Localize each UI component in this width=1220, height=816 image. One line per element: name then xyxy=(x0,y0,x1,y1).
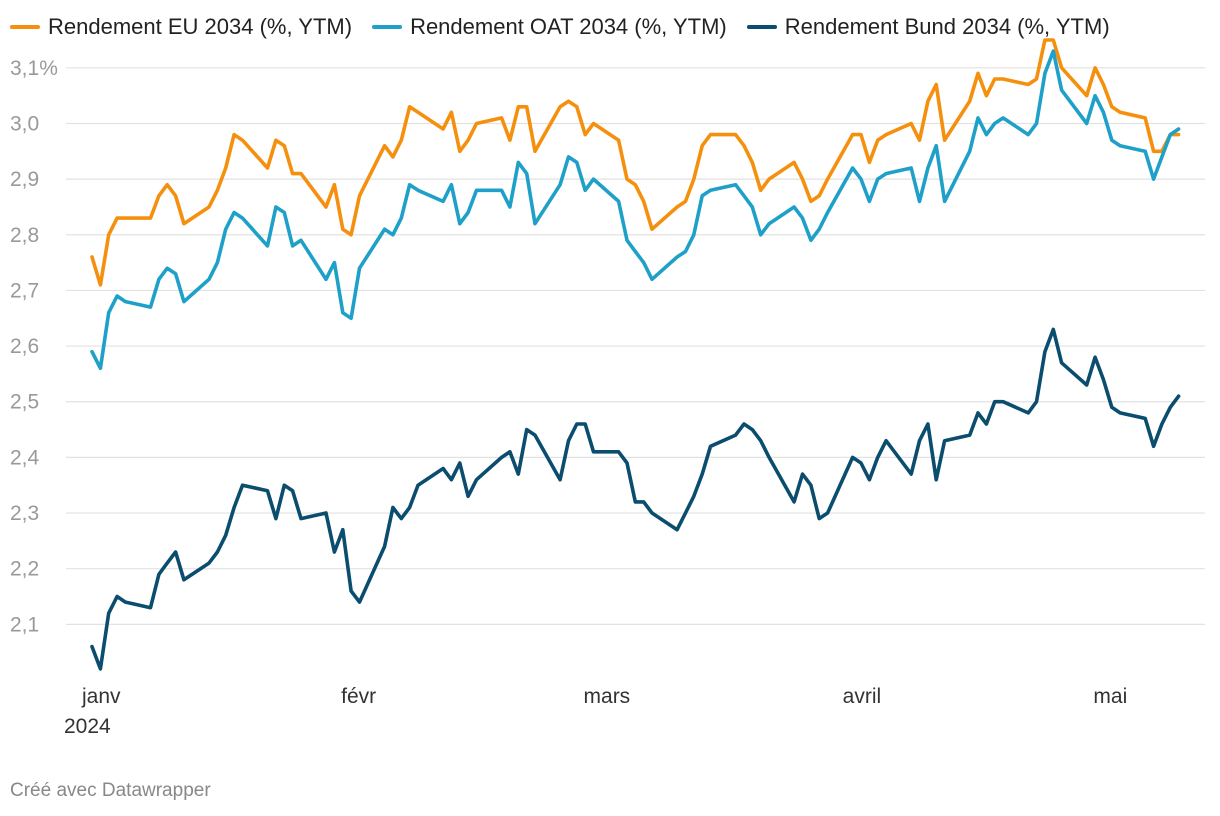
y-tick-label: 2,3 xyxy=(10,502,39,525)
legend-swatch-oat xyxy=(372,25,403,29)
x-axis-ticks: janv 2024 févr mars avril mai xyxy=(64,685,1127,738)
legend-label-bund: Rendement Bund 2034 (%, YTM) xyxy=(784,14,1110,39)
series-lines xyxy=(90,38,1181,671)
y-tick-label: 2,9 xyxy=(10,168,39,191)
series-line-2 xyxy=(90,327,1181,671)
x-tick-sublabel: 2024 xyxy=(64,715,111,738)
y-tick-label: 2,6 xyxy=(10,335,39,358)
y-tick-label: 2,7 xyxy=(10,279,39,302)
x-tick-label: mars xyxy=(584,685,631,708)
footer-credit: Créé avec Datawrapper xyxy=(10,780,211,801)
y-axis-ticks: 2,1 2,2 2,3 2,4 2,5 2,6 2,7 2,8 2,9 3,0 3,1% xyxy=(10,57,58,637)
y-tick-label: 2,8 xyxy=(10,224,39,247)
x-tick-label: mai xyxy=(1093,685,1127,708)
y-tick-label: 2,5 xyxy=(10,391,39,414)
x-tick-label: févr xyxy=(341,685,376,708)
y-tick-label: 3,0 xyxy=(10,112,39,135)
legend-label-oat: Rendement OAT 2034 (%, YTM) xyxy=(410,14,727,39)
y-tick-label: 3,1% xyxy=(10,57,58,80)
y-tick-label: 2,1 xyxy=(10,613,39,636)
series-line-0 xyxy=(90,38,1181,287)
series-line-1 xyxy=(90,49,1181,371)
line-chart: 2,1 2,2 2,3 2,4 2,5 2,6 2,7 2,8 2,9 3,0 3,1% janv 2… xyxy=(10,38,1205,738)
x-tick-label: janv xyxy=(81,685,121,708)
legend-swatch-bund xyxy=(746,25,777,29)
legend-item-bund: Rendement Bund 2034 (%, YTM) xyxy=(746,14,1110,40)
legend-swatch-eu xyxy=(10,25,40,29)
legend-item-oat: Rendement OAT 2034 (%, YTM) xyxy=(372,14,727,40)
y-tick-label: 2,2 xyxy=(10,558,39,581)
legend: Rendement EU 2034 (%, YTM) Rendement OAT… xyxy=(10,14,1110,40)
legend-item-eu: Rendement EU 2034 (%, YTM) xyxy=(10,14,352,40)
y-tick-label: 2,4 xyxy=(10,446,40,469)
x-tick-label: avril xyxy=(843,685,882,708)
gridlines xyxy=(66,67,1205,625)
legend-label-eu: Rendement EU 2034 (%, YTM) xyxy=(48,14,353,39)
